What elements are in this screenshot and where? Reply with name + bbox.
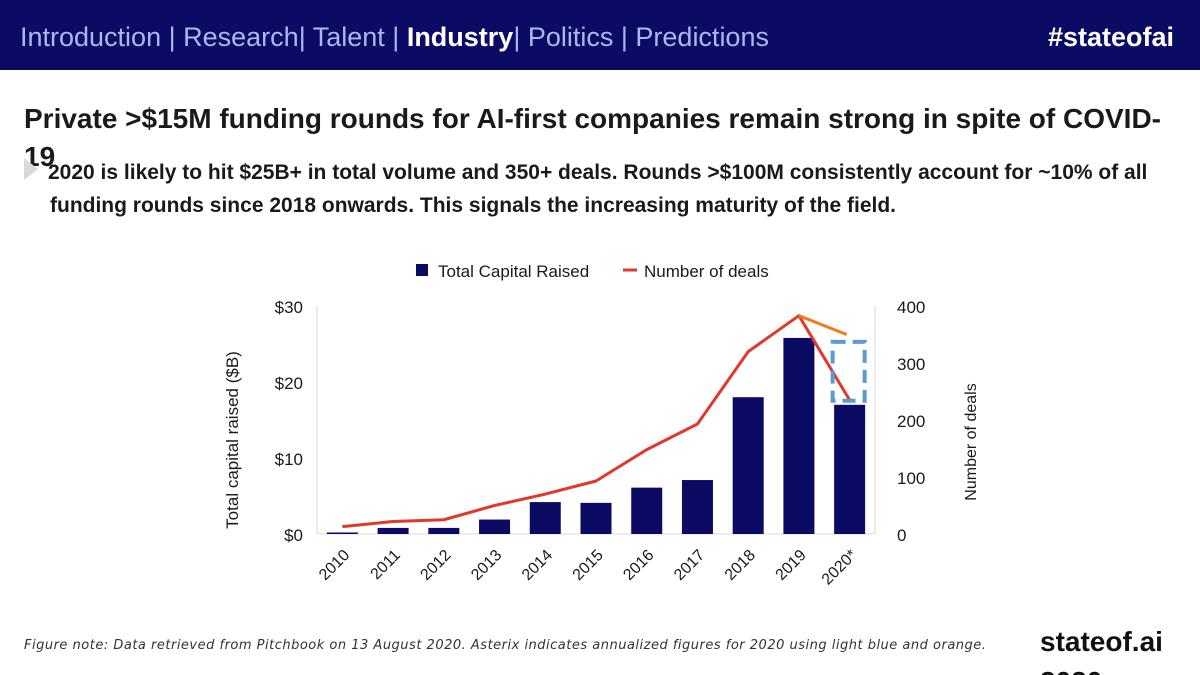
x-tick-label: 2010 xyxy=(316,547,353,584)
nav-item-research[interactable]: Research xyxy=(183,22,299,52)
x-tick-label: 2017 xyxy=(671,547,708,584)
x-tick-label: 2015 xyxy=(570,547,607,584)
annualized-capital-box xyxy=(830,339,867,403)
top-bar: Introduction | Research| Talent | Indust… xyxy=(0,0,1200,70)
x-tick-label: 2011 xyxy=(368,547,404,583)
y2-tick-label: 300 xyxy=(897,355,925,374)
chart-legend: Total Capital Raised Number of deals xyxy=(416,262,769,281)
x-tick-label: 2014 xyxy=(519,547,556,584)
nav-item-industry[interactable]: Industry xyxy=(406,22,514,52)
bullet-arrow-icon xyxy=(24,158,38,180)
legend-label-capital: Total Capital Raised xyxy=(438,262,589,281)
slide-title: Private >$15M funding rounds for AI-firs… xyxy=(24,103,1162,172)
bar-2014 xyxy=(529,502,561,534)
nav-item-talent[interactable]: Talent xyxy=(312,22,385,52)
subtitle-line-2: funding rounds since 2018 onwards. This … xyxy=(50,194,896,217)
y2-tick-label: 0 xyxy=(897,526,906,545)
x-tick-label: 2012 xyxy=(417,547,454,584)
y2-tick-label: 400 xyxy=(897,298,925,317)
subtitle-line-1: 2020 is likely to hit $25B+ in total vol… xyxy=(48,161,1148,184)
bar-2016 xyxy=(631,487,663,534)
legend-label-deals: Number of deals xyxy=(644,262,769,281)
bar-2019 xyxy=(783,337,815,534)
x-tick-label: 2013 xyxy=(468,547,505,584)
legend-swatch-capital xyxy=(416,264,428,276)
y-tick-label: $20 xyxy=(275,374,303,393)
y-axis-label: Total capital raised ($B) xyxy=(223,351,242,529)
bar-2013 xyxy=(479,519,511,534)
nav-item-politics[interactable]: Politics xyxy=(527,22,614,52)
y2-tick-label: 200 xyxy=(897,412,925,431)
bar-2020* xyxy=(834,404,866,534)
section-nav: Introduction | Research| Talent | Indust… xyxy=(20,22,769,52)
bar-2018 xyxy=(732,397,764,534)
hashtag: #stateofai xyxy=(1048,22,1175,52)
figure-note: Figure note: Data retrieved from Pitchbo… xyxy=(24,638,987,653)
bar-2011 xyxy=(377,527,409,534)
y2-tick-label: 100 xyxy=(897,469,925,488)
y-tick-label: $10 xyxy=(275,450,303,469)
x-tick-label: 2018 xyxy=(722,547,759,584)
y2-axis-label: Number of deals xyxy=(963,383,980,500)
nav-item-introduction[interactable]: Introduction xyxy=(20,22,162,52)
y-tick-label: $30 xyxy=(275,298,303,317)
x-tick-label: 2019 xyxy=(773,547,810,584)
annualized-deals-line xyxy=(798,314,848,336)
bar-2012 xyxy=(428,527,460,534)
brand-logo-text: stateof.ai 2020 xyxy=(1040,626,1163,675)
bar-2010 xyxy=(326,532,358,534)
nav-item-predictions[interactable]: Predictions xyxy=(635,22,769,52)
slide-subtitle: 2020 is likely to hit $25B+ in total vol… xyxy=(24,156,1174,244)
x-tick-label: 2020* xyxy=(819,547,861,589)
x-tick-label: 2016 xyxy=(620,547,657,584)
deals-line xyxy=(342,314,851,529)
y-tick-label: $0 xyxy=(284,526,303,545)
bar-2017 xyxy=(681,480,713,534)
bar-2015 xyxy=(580,502,612,534)
